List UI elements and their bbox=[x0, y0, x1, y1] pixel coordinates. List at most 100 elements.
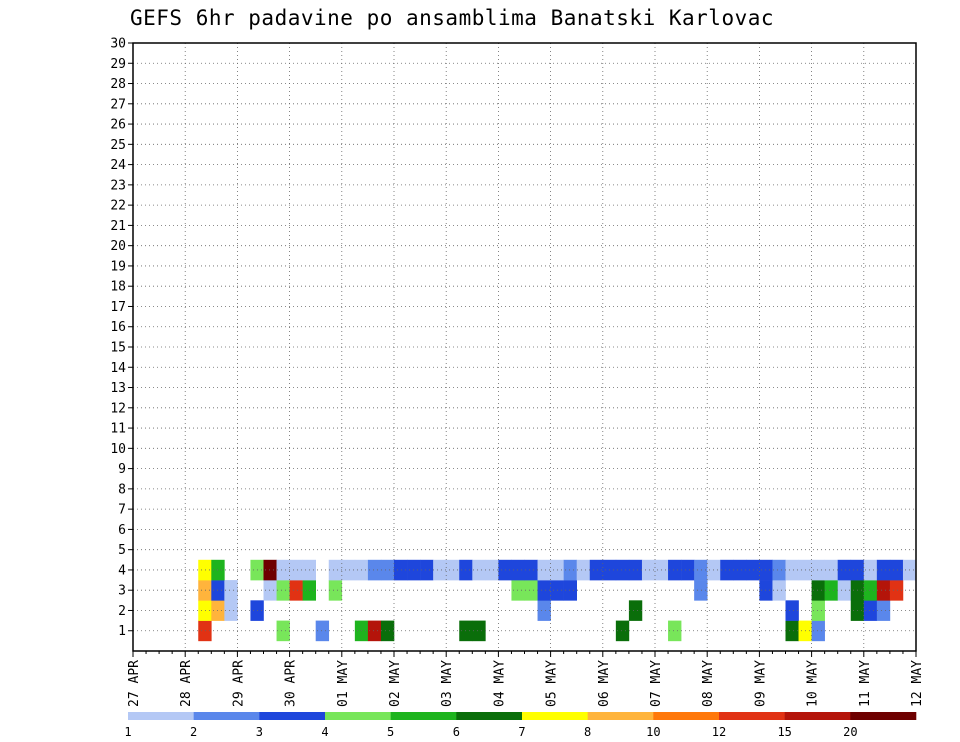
legend-label: 3 bbox=[256, 725, 263, 739]
heatmap-cell bbox=[876, 600, 891, 621]
heatmap-cell bbox=[876, 559, 891, 581]
x-tick-label: 27 APR bbox=[127, 660, 142, 707]
y-tick-label: 1 bbox=[118, 624, 126, 639]
heatmap-cell bbox=[681, 559, 695, 581]
heatmap-cell bbox=[785, 559, 799, 581]
heatmap-cell bbox=[863, 580, 878, 601]
legend-swatch bbox=[522, 712, 588, 720]
heatmap-cell bbox=[785, 600, 799, 621]
y-tick-label: 12 bbox=[110, 401, 126, 416]
x-tick-label: 05 MAY bbox=[545, 660, 560, 707]
x-tick-label: 01 MAY bbox=[336, 660, 351, 707]
legend-swatch bbox=[850, 712, 917, 720]
x-tick-label: 30 APR bbox=[284, 660, 299, 707]
y-tick-label: 29 bbox=[110, 57, 126, 72]
y-tick-label: 7 bbox=[118, 503, 126, 518]
heatmap-cell bbox=[224, 580, 238, 601]
heatmap-cell bbox=[837, 559, 852, 581]
legend-swatch bbox=[456, 712, 523, 720]
y-tick-label: 6 bbox=[118, 523, 126, 538]
heatmap-cell bbox=[876, 580, 891, 601]
heatmap-cell bbox=[694, 580, 708, 601]
heatmap-cell bbox=[615, 620, 630, 642]
heatmap-cell bbox=[759, 559, 773, 581]
legend-swatch bbox=[325, 712, 391, 720]
heatmap-cell bbox=[472, 620, 486, 642]
heatmap-cell bbox=[889, 580, 904, 601]
heatmap-cell bbox=[720, 559, 734, 581]
heatmap-cell bbox=[772, 559, 786, 581]
heatmap-cell bbox=[837, 580, 852, 601]
heatmap-cell bbox=[615, 559, 630, 581]
heatmap-cell bbox=[537, 580, 551, 601]
y-tick-label: 22 bbox=[110, 199, 126, 214]
legend-swatch bbox=[719, 712, 785, 720]
x-tick-label: 03 MAY bbox=[440, 660, 455, 707]
y-tick-label: 4 bbox=[118, 563, 126, 578]
legend-label: 15 bbox=[777, 725, 791, 739]
y-tick-label: 3 bbox=[118, 584, 126, 599]
heatmap-cell bbox=[863, 559, 878, 581]
y-tick-label: 24 bbox=[110, 158, 126, 173]
heatmap-cell bbox=[733, 559, 747, 581]
y-tick-label: 18 bbox=[110, 280, 126, 295]
heatmap-cell bbox=[589, 559, 604, 581]
heatmap-cell bbox=[824, 580, 838, 601]
heatmap-cell bbox=[824, 559, 838, 581]
heatmap-cell bbox=[446, 559, 460, 581]
heatmap-cell bbox=[289, 559, 303, 581]
heatmap-cell bbox=[263, 559, 277, 581]
heatmap-cell bbox=[537, 600, 551, 621]
heatmap-cell bbox=[420, 559, 434, 581]
y-tick-label: 17 bbox=[110, 300, 126, 315]
heatmap-cell bbox=[485, 559, 499, 581]
y-tick-label: 20 bbox=[110, 239, 126, 254]
y-tick-label: 27 bbox=[110, 97, 126, 112]
legend-label: 8 bbox=[584, 725, 591, 739]
y-tick-label: 14 bbox=[110, 361, 126, 376]
heatmap-cell bbox=[759, 580, 773, 601]
legend-swatch bbox=[390, 712, 457, 720]
heatmap-cell bbox=[863, 600, 878, 621]
heatmap-cell bbox=[198, 559, 212, 581]
heatmap-cell bbox=[511, 559, 525, 581]
y-tick-label: 28 bbox=[110, 77, 126, 92]
chart-title: GEFS 6hr padavine po ansamblima Banatski… bbox=[130, 6, 775, 30]
x-tick-label: 06 MAY bbox=[597, 660, 612, 707]
legend-swatch bbox=[193, 712, 260, 720]
legend-swatch bbox=[587, 712, 654, 720]
legend-label: 20 bbox=[843, 725, 857, 739]
heatmap-cell bbox=[524, 559, 538, 581]
heatmap-cell bbox=[315, 620, 330, 642]
heatmap-cell bbox=[289, 580, 303, 601]
heatmap-cell bbox=[341, 559, 356, 581]
heatmap-cell bbox=[380, 620, 395, 642]
heatmap-cell bbox=[576, 559, 591, 581]
y-axis-ticks: 1234567891011121314151617181920212223242… bbox=[110, 37, 133, 639]
y-tick-label: 16 bbox=[110, 320, 126, 335]
legend-swatch bbox=[259, 712, 326, 720]
x-tick-label: 08 MAY bbox=[701, 660, 716, 707]
heatmap-cell bbox=[198, 620, 212, 642]
legend-label: 6 bbox=[453, 725, 460, 739]
y-tick-label: 23 bbox=[110, 178, 126, 193]
y-tick-label: 21 bbox=[110, 219, 126, 234]
heatmap-cell bbox=[472, 559, 486, 581]
heatmap-cell bbox=[433, 559, 447, 581]
x-tick-label: 28 APR bbox=[179, 660, 194, 707]
legend-label: 4 bbox=[321, 725, 328, 739]
x-tick-label: 04 MAY bbox=[492, 660, 507, 707]
legend-label: 10 bbox=[646, 725, 660, 739]
heatmap-cell bbox=[511, 580, 525, 601]
heatmap-cell bbox=[694, 559, 708, 581]
y-tick-label: 2 bbox=[118, 604, 126, 619]
y-tick-label: 10 bbox=[110, 442, 126, 457]
legend-swatch bbox=[784, 712, 851, 720]
legend-swatch bbox=[128, 712, 194, 720]
heatmap-cell bbox=[276, 620, 290, 642]
y-tick-label: 19 bbox=[110, 259, 126, 274]
y-tick-label: 9 bbox=[118, 462, 126, 477]
heatmap-cell bbox=[811, 559, 825, 581]
legend-label: 5 bbox=[387, 725, 394, 739]
